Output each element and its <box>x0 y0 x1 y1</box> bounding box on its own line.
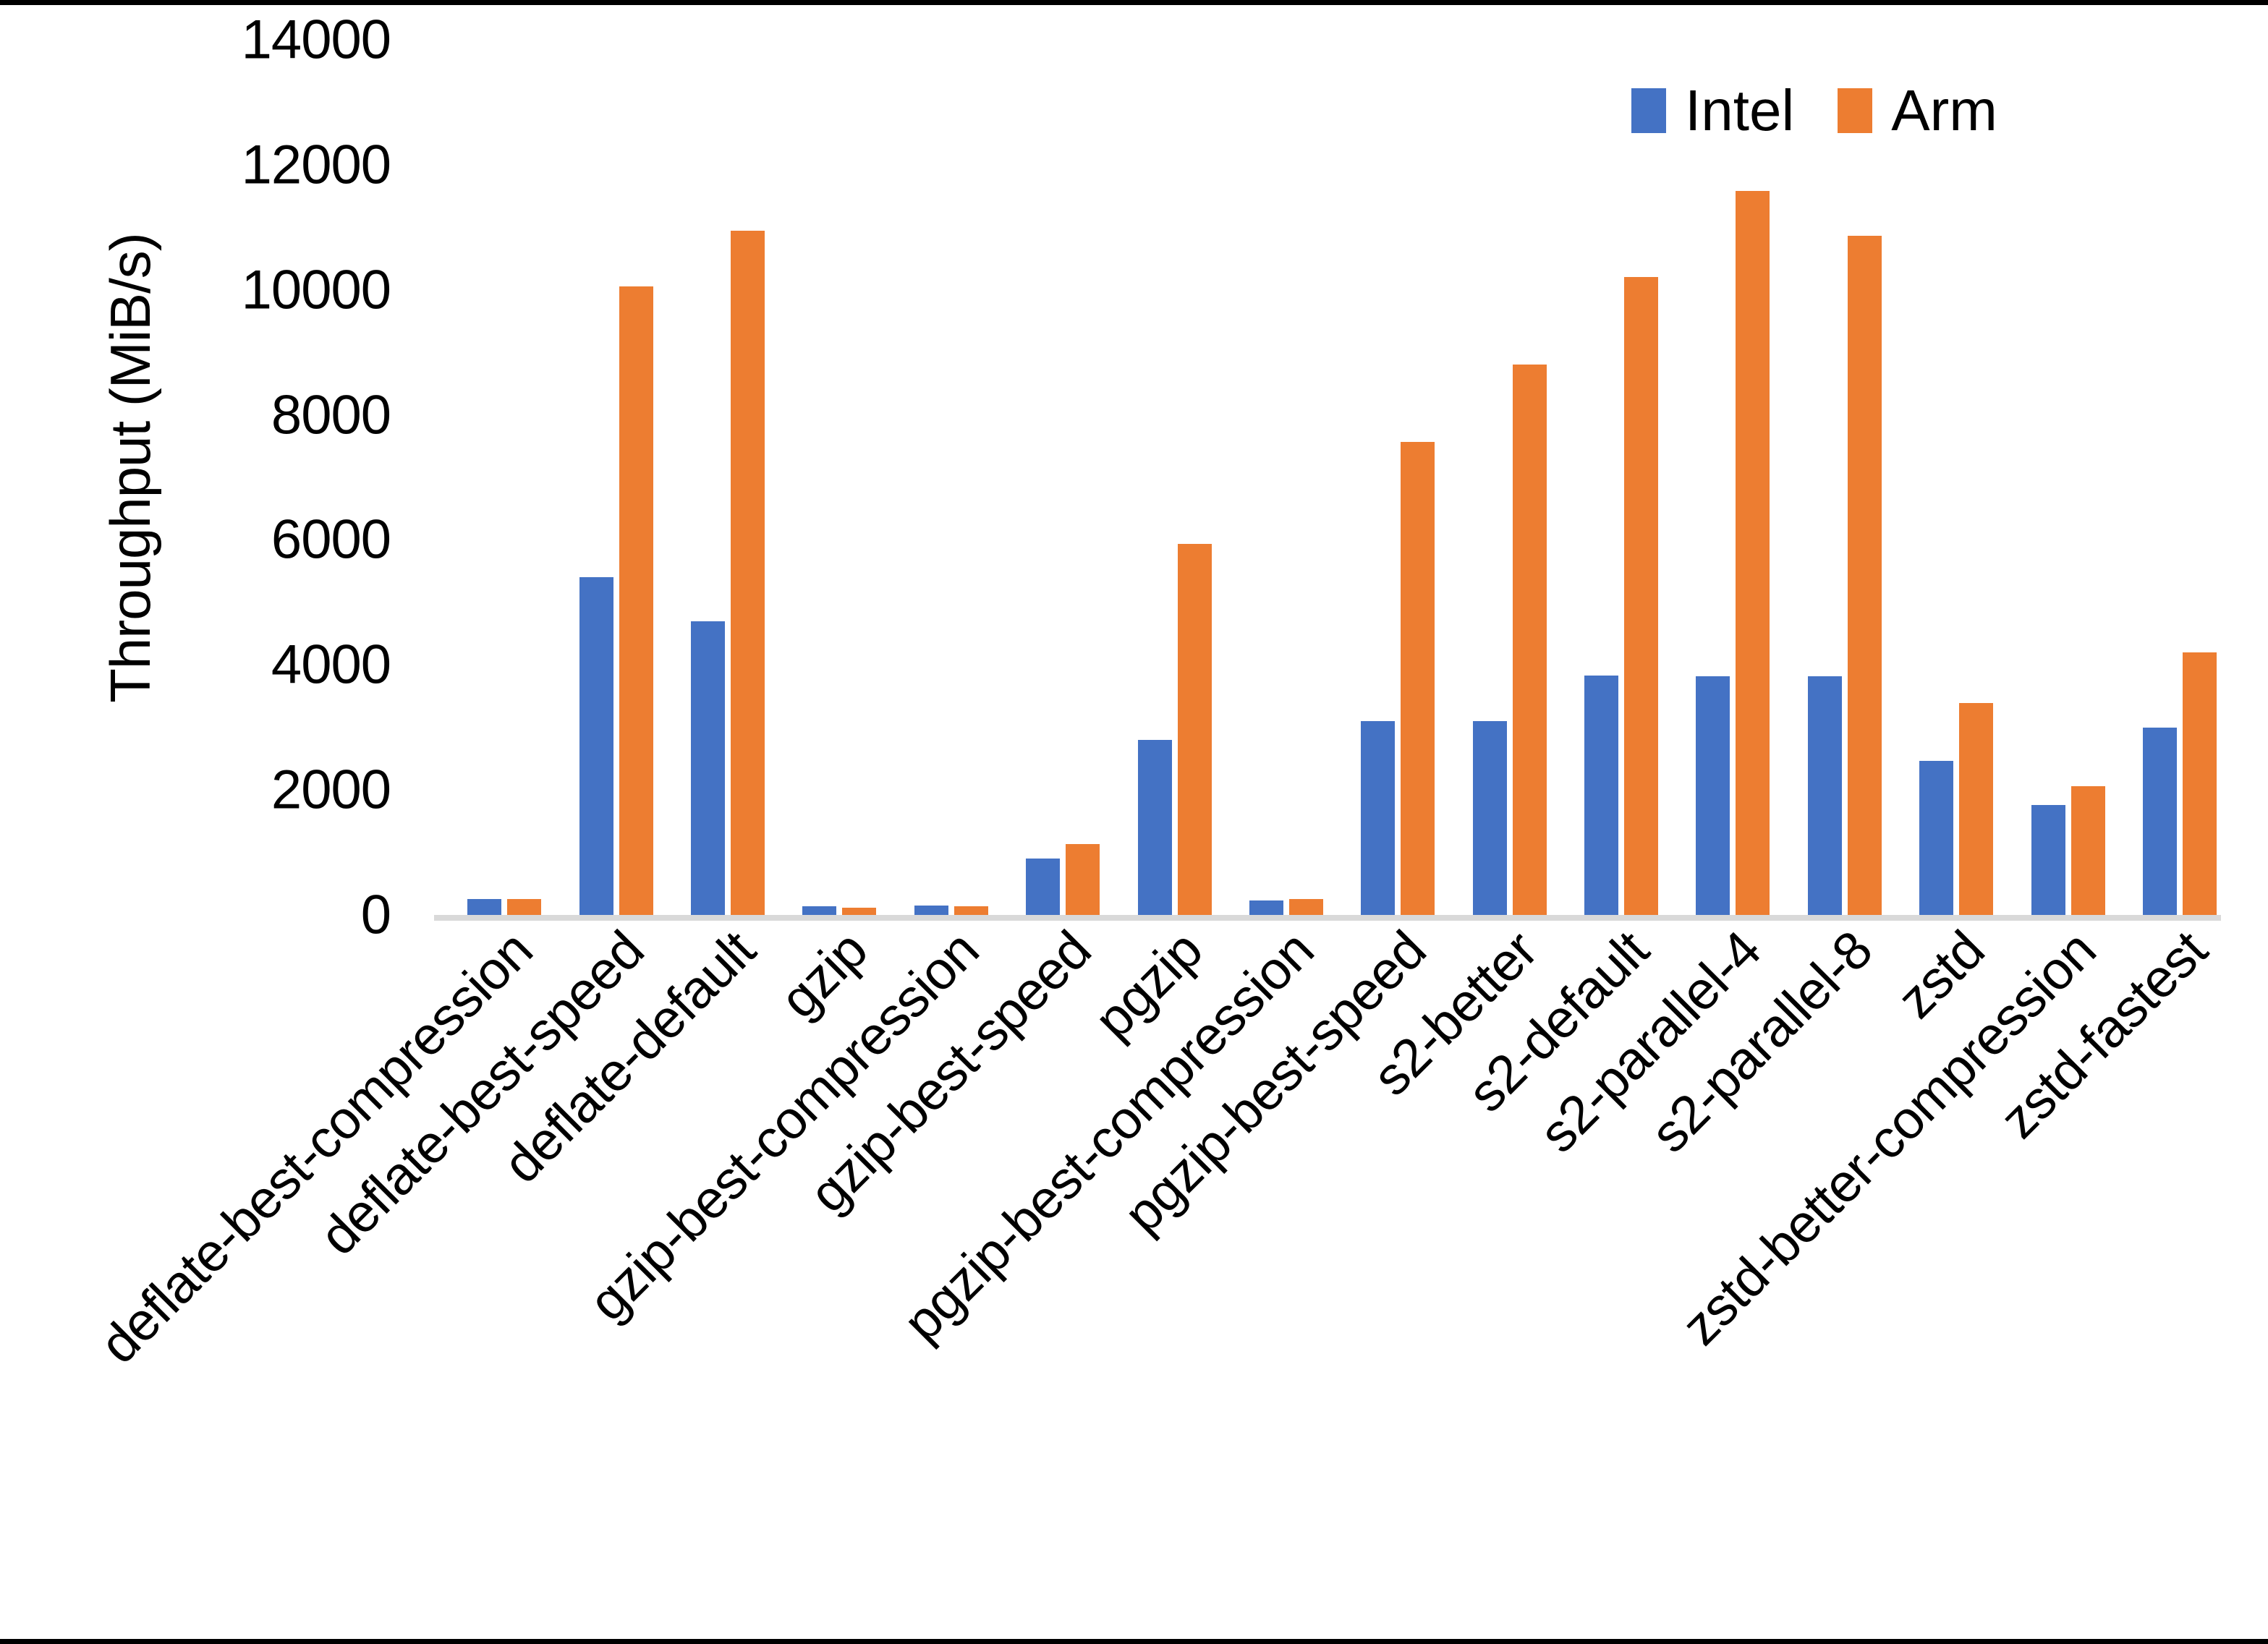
legend-item[interactable]: Intel <box>1631 77 1794 144</box>
bar-group <box>691 40 765 915</box>
bar-arm[interactable] <box>1288 899 1323 915</box>
y-tick-label: 4000 <box>271 634 391 696</box>
legend-label: Intel <box>1685 78 1795 142</box>
bar-arm[interactable] <box>1066 844 1100 915</box>
bar-intel[interactable] <box>1249 900 1283 915</box>
bar-intel[interactable] <box>1137 740 1172 915</box>
bar-group <box>1696 40 1770 915</box>
bar-intel[interactable] <box>1696 676 1730 915</box>
bar-intel[interactable] <box>2142 727 2177 915</box>
bar-group <box>1807 40 1882 915</box>
bar-group <box>802 40 877 915</box>
bar-group <box>914 40 988 915</box>
bar-group <box>1026 40 1100 915</box>
y-tick-label: 2000 <box>271 759 391 821</box>
bar-arm[interactable] <box>619 286 653 915</box>
bar-arm[interactable] <box>1624 277 1659 915</box>
bar-arm[interactable] <box>731 230 765 915</box>
bar-arm[interactable] <box>1959 703 1994 915</box>
bar-intel[interactable] <box>914 906 948 915</box>
bar-intel[interactable] <box>1026 859 1061 915</box>
bar-group <box>1472 40 1547 915</box>
bar-intel[interactable] <box>691 621 726 915</box>
bar-group <box>1249 40 1323 915</box>
bar-arm[interactable] <box>2070 785 2105 915</box>
bar-intel[interactable] <box>1807 676 1842 915</box>
x-axis-tick-labels: deflate-best-compression deflate-best-spe… <box>88 919 2219 1375</box>
y-tick-label: 10000 <box>241 259 391 321</box>
bar-arm[interactable] <box>842 907 877 915</box>
bar-group <box>579 40 653 915</box>
bar-group <box>2031 40 2105 915</box>
chart-legend: Intel Arm <box>1631 77 1997 144</box>
y-tick-label: 0 <box>360 884 391 946</box>
bar-arm[interactable] <box>1401 441 1435 915</box>
legend-item[interactable]: Arm <box>1838 77 1997 144</box>
bar-intel[interactable] <box>579 577 613 915</box>
bar-group <box>467 40 542 915</box>
bar-arm[interactable] <box>954 906 988 915</box>
bar-arm[interactable] <box>1847 235 1882 915</box>
legend-label: Arm <box>1891 78 1997 142</box>
bar-group <box>1361 40 1435 915</box>
bar-arm[interactable] <box>1512 365 1547 915</box>
bar-intel[interactable] <box>1919 760 1954 915</box>
x-axis-line <box>434 915 2221 921</box>
bar-intel[interactable] <box>467 899 502 915</box>
legend-swatch-intel <box>1631 88 1666 133</box>
bar-intel[interactable] <box>2031 804 2065 915</box>
y-tick-label: 6000 <box>271 508 391 571</box>
bar-group <box>1584 40 1659 915</box>
bar-arm[interactable] <box>1177 544 1212 915</box>
bar-group <box>1919 40 1994 915</box>
bar-arm[interactable] <box>2182 652 2217 915</box>
bar-arm[interactable] <box>507 898 542 915</box>
bar-group <box>2142 40 2217 915</box>
y-tick-label: 12000 <box>241 134 391 196</box>
y-axis-tick-labels: 14000 12000 10000 8000 6000 4000 2000 0 <box>101 9 412 946</box>
bar-group <box>1137 40 1212 915</box>
bar-arm[interactable] <box>1736 191 1770 915</box>
plot-area <box>434 40 2221 921</box>
bar-intel[interactable] <box>1584 675 1619 915</box>
y-tick-label: 8000 <box>271 384 391 446</box>
bar-intel[interactable] <box>802 906 837 915</box>
bar-intel[interactable] <box>1472 721 1507 915</box>
legend-swatch-arm <box>1838 88 1873 133</box>
y-tick-label: 14000 <box>241 9 391 71</box>
bar-intel[interactable] <box>1361 721 1396 915</box>
